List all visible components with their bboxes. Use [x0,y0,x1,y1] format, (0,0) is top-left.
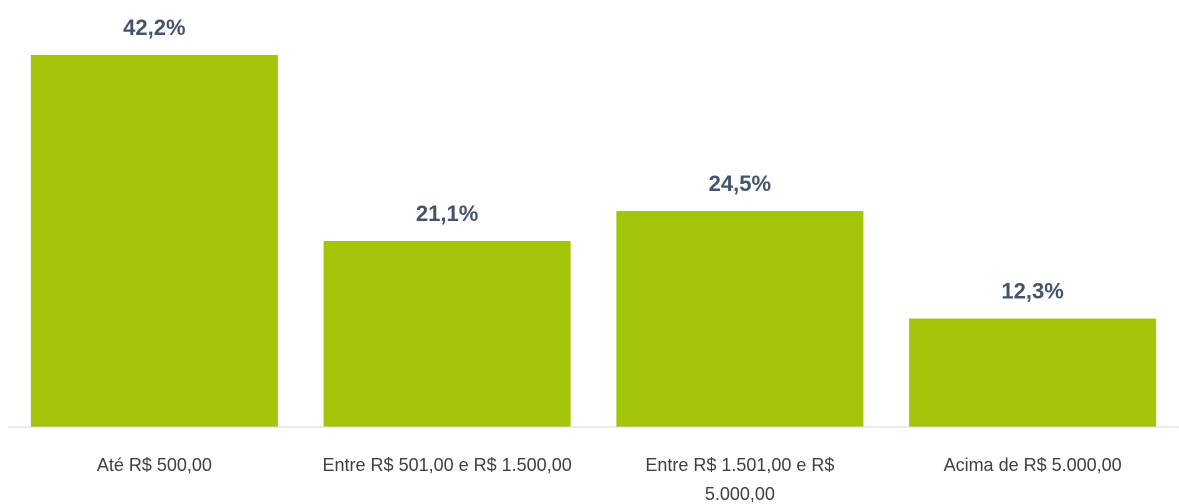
bar [909,318,1157,427]
value-label: 24,5% [709,171,771,196]
x-tick-label: Até R$ 500,00 [96,455,212,475]
x-tick-label: Acima de R$ 5.000,00 [943,455,1122,475]
bar [616,211,864,427]
value-label: 42,2% [123,15,185,40]
x-tick-label: Entre R$ 1.501,00 e R$ 5.000,00 [645,455,835,504]
bar [323,240,571,427]
x-tick-label: Entre R$ 501,00 e R$ 1.500,00 [322,455,572,475]
value-label: 12,3% [1001,279,1063,304]
value-label: 21,1% [416,201,478,226]
bar [30,54,278,428]
